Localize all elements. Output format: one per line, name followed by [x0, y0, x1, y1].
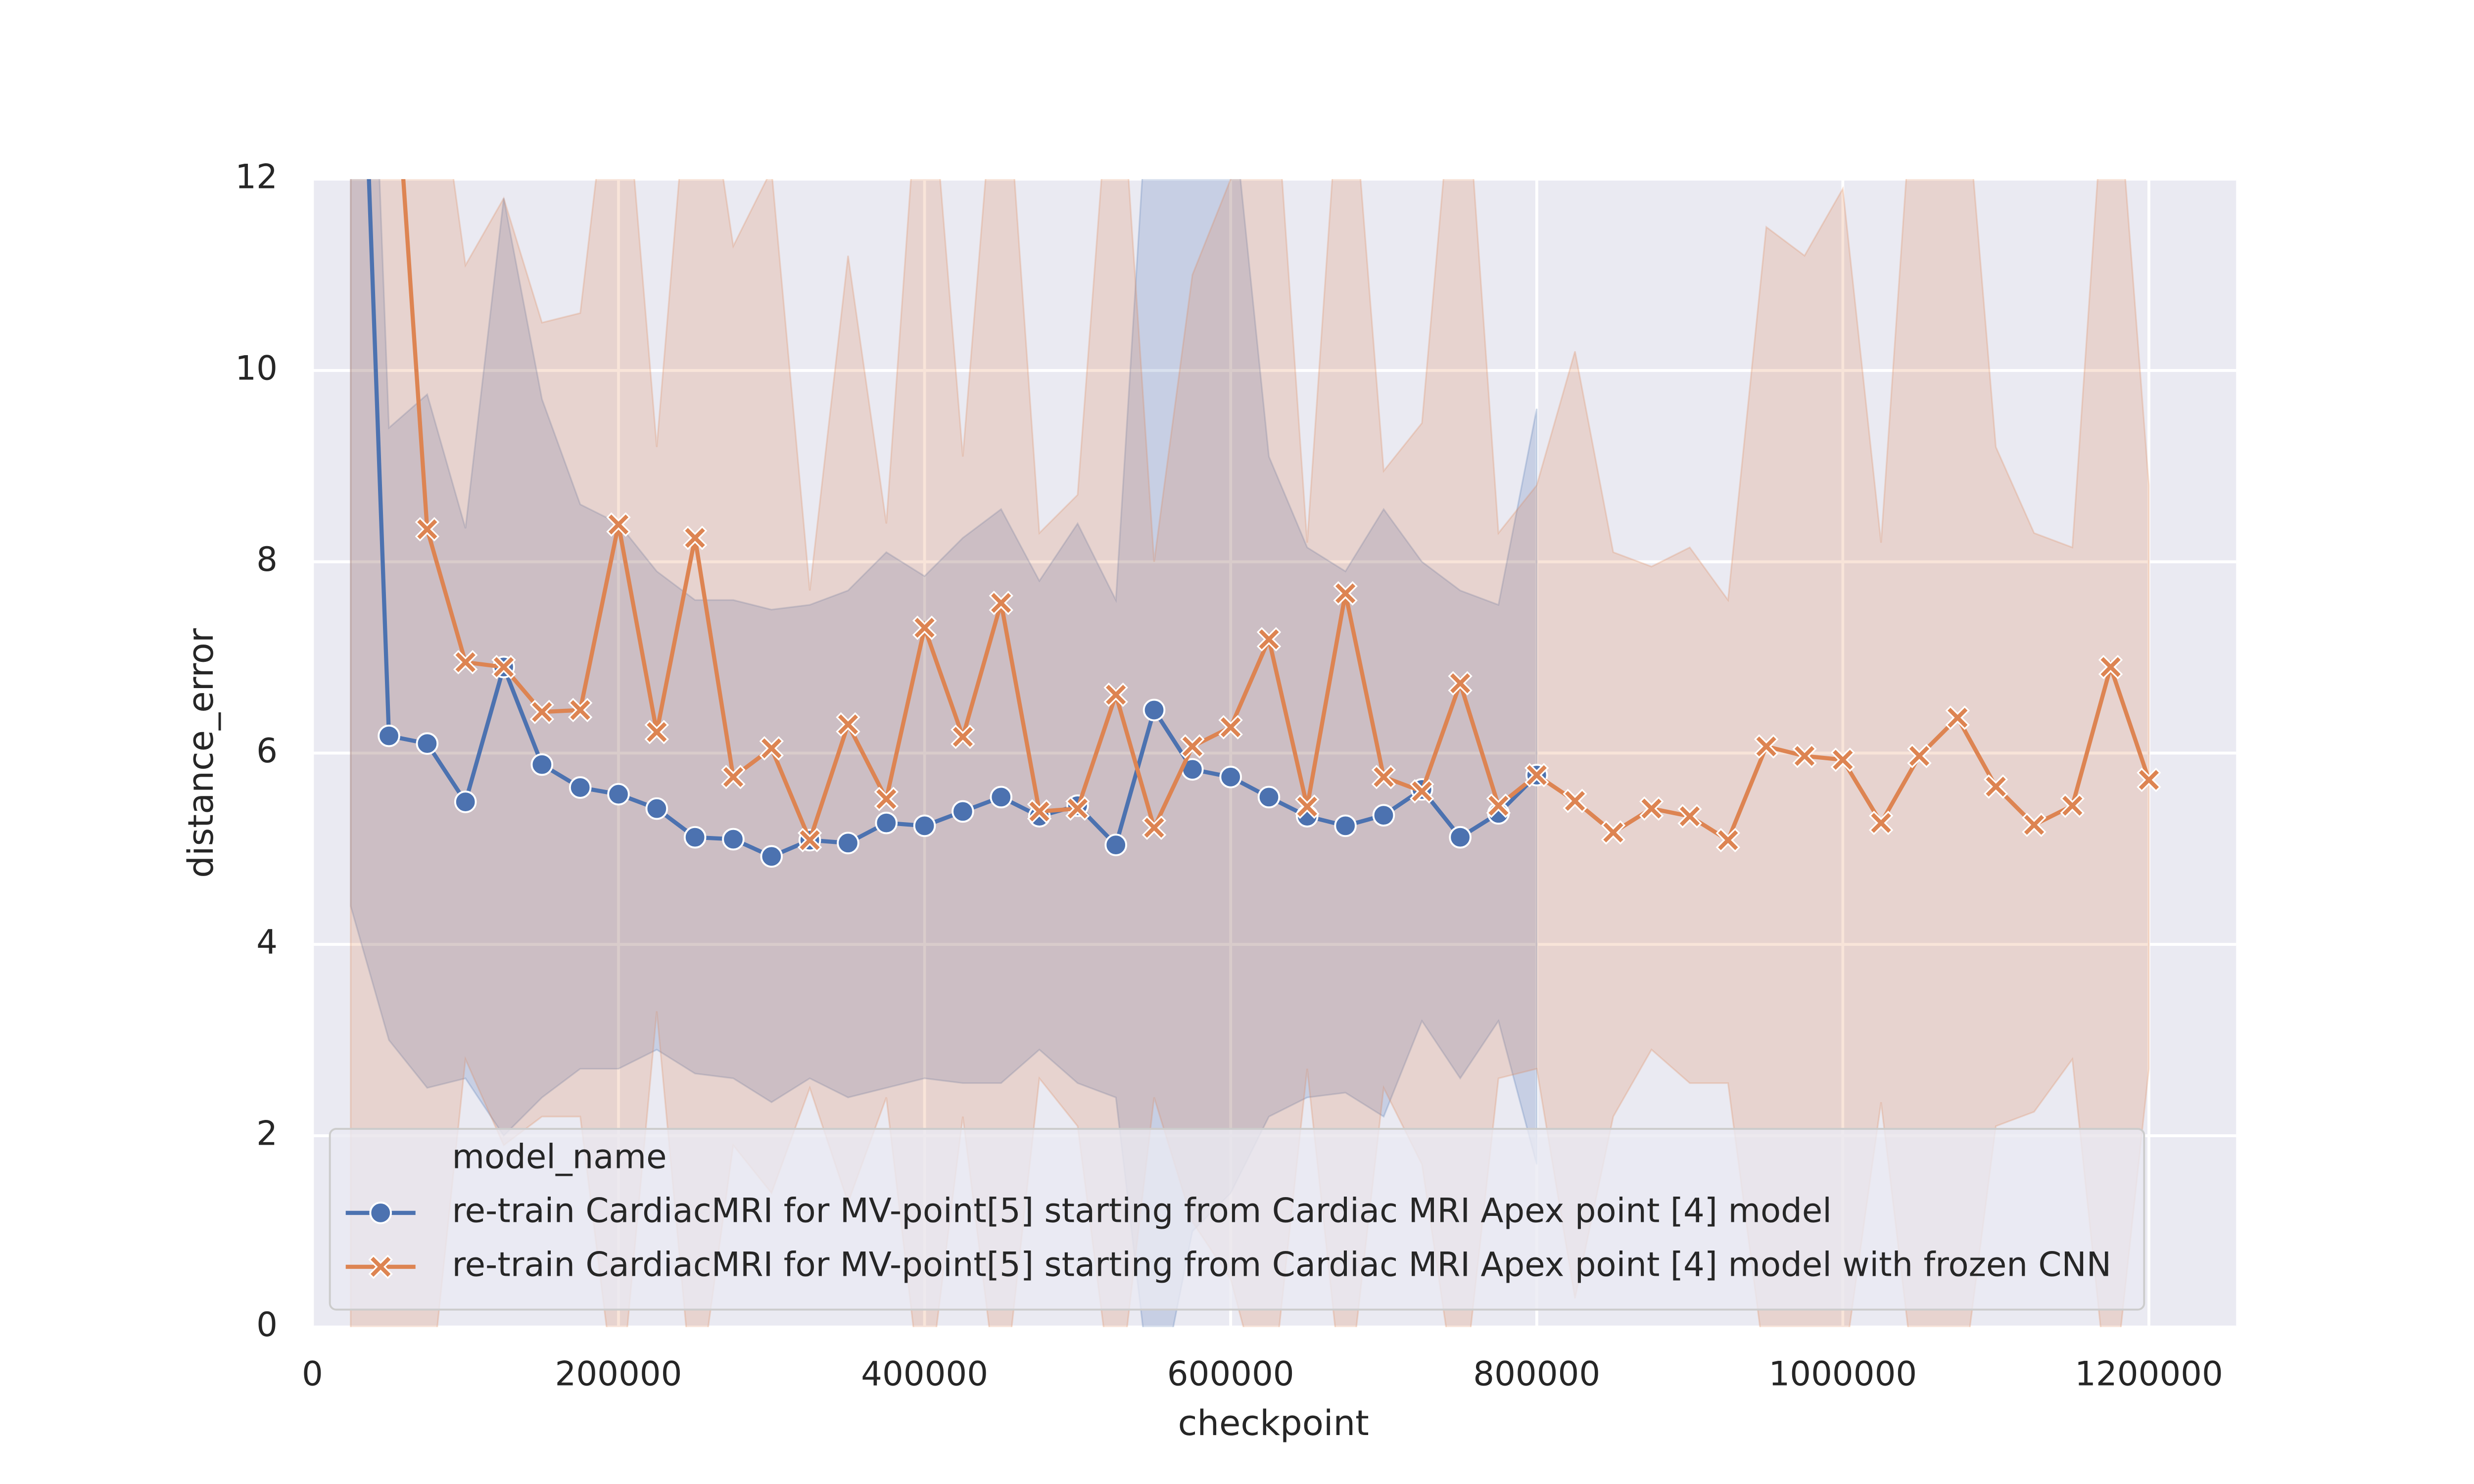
point-marker	[1065, 796, 1090, 821]
point-marker	[1104, 834, 1127, 856]
x-axis-label: checkpoint	[1178, 1403, 1369, 1443]
point-marker	[1142, 815, 1167, 840]
x-tick-label: 200000	[555, 1355, 682, 1393]
y-tick-label: 8	[256, 540, 278, 579]
legend-title: model_name	[452, 1137, 666, 1176]
point-marker	[990, 786, 1012, 809]
point-marker	[913, 814, 936, 837]
point-marker	[1334, 814, 1357, 837]
y-tick-label: 0	[256, 1305, 278, 1344]
legend-marker	[369, 1202, 392, 1224]
point-marker	[1027, 799, 1052, 824]
point-marker	[1256, 627, 1282, 652]
point-marker	[951, 724, 975, 749]
point-marker	[874, 787, 899, 811]
point-marker	[2137, 767, 2161, 792]
point-marker	[378, 724, 400, 747]
x-tick-label: 600000	[1167, 1355, 1294, 1393]
point-marker	[1601, 820, 1626, 845]
point-marker	[607, 783, 630, 806]
point-marker	[1524, 763, 1549, 788]
x-tick-label: 400000	[861, 1355, 988, 1393]
point-marker	[644, 720, 669, 744]
point-marker	[1103, 682, 1128, 707]
point-marker	[1410, 779, 1434, 804]
point-marker	[569, 776, 592, 799]
point-marker	[529, 699, 555, 724]
x-tick-label: 0	[302, 1355, 323, 1393]
point-marker	[1180, 734, 1205, 759]
point-marker	[683, 826, 707, 849]
legend-label: re-train CardiacMRI for MV-point[5] star…	[452, 1245, 2111, 1284]
point-marker	[530, 753, 554, 776]
point-marker	[1486, 793, 1511, 818]
point-marker	[1677, 804, 1702, 829]
y-tick-label: 12	[235, 158, 278, 196]
point-marker	[1715, 828, 1741, 853]
point-marker	[1372, 804, 1395, 827]
point-marker	[2098, 654, 2123, 680]
point-marker	[606, 512, 631, 537]
point-marker	[415, 517, 440, 542]
point-marker	[912, 615, 937, 640]
x-tick-label: 1200000	[2075, 1355, 2223, 1393]
point-marker	[1907, 743, 1932, 768]
x-tick-label: 800000	[1473, 1355, 1600, 1393]
point-marker	[1792, 743, 1817, 768]
y-tick-label: 6	[256, 732, 278, 770]
point-marker	[1754, 734, 1779, 759]
point-marker	[1449, 826, 1472, 849]
point-marker	[837, 832, 859, 854]
point-marker	[797, 828, 822, 853]
point-marker	[1371, 765, 1396, 789]
point-marker	[1295, 794, 1320, 819]
point-marker	[568, 697, 593, 723]
legend-label: re-train CardiacMRI for MV-point[5] star…	[452, 1191, 1832, 1230]
point-marker	[1830, 747, 1856, 772]
point-marker	[491, 654, 516, 680]
legend-marker	[368, 1254, 393, 1279]
y-tick-label: 4	[256, 923, 278, 962]
point-marker	[722, 828, 745, 851]
point-marker	[682, 525, 708, 551]
point-marker	[721, 765, 746, 789]
point-marker	[1983, 774, 2008, 799]
point-marker	[1219, 766, 1242, 788]
point-marker	[2060, 793, 2085, 818]
point-marker	[453, 650, 478, 675]
point-marker	[454, 790, 477, 813]
x-tick-label: 1000000	[1768, 1355, 1917, 1393]
y-axis-label: distance_error	[181, 628, 221, 878]
point-marker	[875, 811, 898, 835]
confidence-band	[350, 179, 2150, 1327]
point-marker	[760, 845, 783, 868]
point-marker	[1218, 715, 1243, 740]
y-tick-label: 10	[235, 349, 278, 387]
point-marker	[645, 797, 668, 820]
y-tick-label: 2	[256, 1114, 278, 1153]
point-marker	[1639, 796, 1664, 821]
point-marker	[416, 732, 439, 755]
point-marker	[2022, 812, 2046, 837]
point-marker	[1563, 788, 1587, 813]
point-marker	[1868, 810, 1894, 835]
point-marker	[836, 712, 860, 737]
point-marker	[989, 591, 1013, 615]
point-marker	[759, 736, 784, 761]
point-marker	[1257, 786, 1281, 809]
point-marker	[1945, 705, 1970, 730]
point-marker	[1448, 671, 1473, 696]
point-marker	[952, 800, 974, 823]
point-marker	[1333, 581, 1358, 606]
legend-box	[329, 1128, 2145, 1311]
point-marker	[1142, 698, 1166, 722]
